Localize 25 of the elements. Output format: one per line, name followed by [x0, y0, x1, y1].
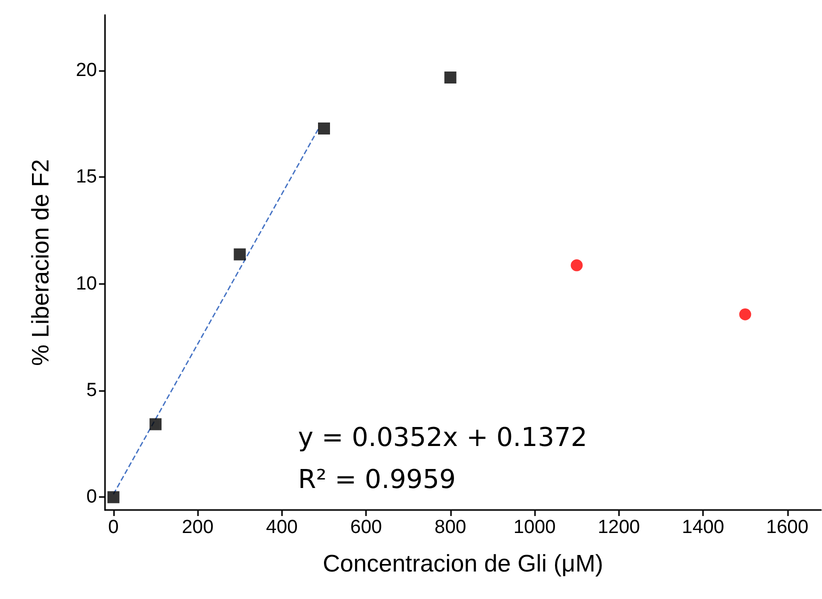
point	[444, 72, 456, 84]
x-tick-label: 1000	[513, 517, 556, 538]
y-axis-title: % Liberacion de F2	[28, 159, 54, 366]
x-tick-label: 1400	[682, 517, 724, 538]
point	[150, 418, 162, 430]
x-tick-label: 0	[108, 517, 119, 538]
annotation: y = 0.0352x + 0.1372	[298, 423, 588, 453]
x-axis-title: Concentracion de Gli (μM)	[322, 550, 604, 578]
x-tick-label: 600	[350, 517, 382, 538]
y-tick-label: 15	[76, 166, 97, 188]
point	[318, 122, 330, 135]
x-tick-label: 1600	[766, 517, 808, 538]
point	[107, 491, 120, 504]
y-tick-label: 20	[76, 60, 97, 81]
point	[570, 259, 583, 272]
y-tick-label: 10	[76, 273, 97, 294]
annotation: R² = 0.9959	[298, 465, 456, 495]
x-tick-label: 400	[266, 517, 298, 538]
y-tick-label: 0	[86, 486, 97, 508]
x-tick-label: 200	[182, 517, 214, 538]
x-tick-label: 800	[434, 517, 466, 538]
point	[234, 248, 246, 260]
x-tick-label: 1200	[598, 517, 640, 538]
point	[739, 308, 752, 320]
y-tick-label: 5	[86, 380, 97, 402]
